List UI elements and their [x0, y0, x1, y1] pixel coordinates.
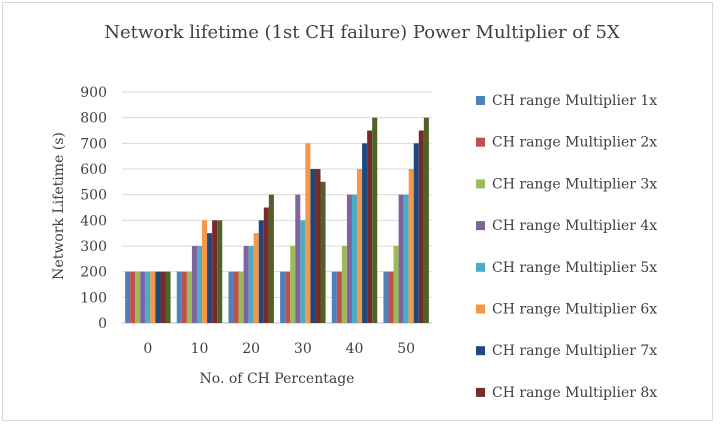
legend-label: CH range Multiplier 5x [492, 260, 657, 276]
bar [125, 271, 131, 323]
bar [150, 271, 156, 323]
x-tick-label: 50 [397, 341, 415, 357]
legend-swatch [476, 387, 485, 397]
bar [268, 194, 274, 323]
bar [176, 271, 182, 323]
bar [217, 220, 223, 323]
x-tick-label: 40 [346, 341, 364, 357]
bar [140, 271, 146, 323]
y-tick-labels: 0 100 200 300 400 500 600 700 800 900 [80, 85, 107, 332]
legend-swatch [476, 96, 485, 105]
bar [336, 271, 342, 323]
gridlines [122, 91, 432, 324]
legend-swatch [476, 346, 485, 356]
legend-swatch [476, 221, 485, 231]
bar [423, 117, 429, 324]
y-tick-label: 0 [98, 316, 107, 332]
y-tick-label: 800 [80, 111, 107, 127]
bar [398, 194, 404, 323]
bar [280, 271, 286, 323]
legend-swatch [476, 179, 485, 189]
bar [233, 271, 239, 323]
bar [135, 271, 141, 323]
bar [331, 271, 337, 323]
bar [351, 194, 358, 323]
bar [408, 169, 414, 323]
bar [155, 271, 161, 323]
x-tick-labels: 0 10 20 30 40 50 [143, 341, 415, 357]
bar [372, 117, 378, 324]
bar [160, 271, 166, 323]
bar [238, 271, 244, 323]
legend-swatch [476, 304, 485, 314]
bar [393, 246, 399, 323]
bar [186, 271, 192, 323]
bar [346, 194, 352, 323]
bar [305, 143, 311, 323]
bar [253, 233, 259, 323]
bar [228, 271, 234, 323]
bar [248, 246, 254, 323]
x-tick-label: 20 [242, 341, 260, 357]
y-axis-label: Network Lifetime (s) [51, 132, 67, 280]
bar [388, 271, 394, 323]
bar [310, 169, 316, 323]
bar [403, 194, 409, 323]
bar [418, 130, 424, 323]
bar [191, 246, 197, 323]
bar [383, 271, 389, 323]
y-tick-label: 600 [80, 162, 107, 178]
bar [300, 220, 306, 323]
chart-title: Network lifetime (1st CH failure) Power … [104, 22, 620, 43]
bar [357, 169, 363, 323]
legend-swatch [476, 137, 485, 147]
bar [362, 143, 368, 323]
bar [181, 271, 187, 323]
legend-label: CH range Multiplier 6x [492, 302, 657, 318]
bar [341, 246, 347, 323]
bar [413, 143, 419, 323]
legend: CH range Multiplier 1x CH range Multiplie… [476, 93, 657, 401]
x-tick-label: 10 [191, 341, 209, 357]
bar [263, 207, 269, 323]
y-tick-label: 300 [80, 239, 107, 255]
bar [165, 271, 171, 323]
bar [258, 220, 264, 323]
bar [367, 130, 373, 323]
bar [145, 271, 151, 323]
bar [202, 220, 208, 323]
legend-label: CH range Multiplier 4x [492, 218, 657, 234]
bar [130, 271, 136, 323]
bar [196, 246, 203, 323]
bar [207, 233, 213, 323]
bar [320, 181, 326, 323]
bar [315, 169, 321, 323]
y-tick-label: 500 [80, 188, 107, 204]
legend-label: CH range Multiplier 1x [492, 93, 657, 109]
y-tick-label: 900 [80, 85, 107, 101]
bars [125, 117, 429, 324]
legend-swatch [476, 262, 485, 272]
y-tick-label: 100 [80, 290, 107, 306]
legend-label: CH range Multiplier 8x [492, 385, 657, 401]
legend-label: CH range Multiplier 7x [492, 343, 657, 359]
bar [290, 246, 296, 323]
legend-label: CH range Multiplier 2x [492, 135, 657, 151]
bar [295, 194, 301, 323]
y-tick-label: 700 [80, 136, 107, 152]
x-axis-label: No. of CH Percentage [200, 371, 355, 387]
y-tick-label: 200 [80, 265, 107, 281]
bar [212, 220, 218, 323]
x-tick-label: 30 [294, 341, 312, 357]
bar [243, 246, 249, 323]
bar [285, 271, 291, 323]
legend-label: CH range Multiplier 3x [492, 176, 657, 192]
y-tick-label: 400 [80, 213, 107, 229]
x-tick-label: 0 [143, 341, 152, 357]
